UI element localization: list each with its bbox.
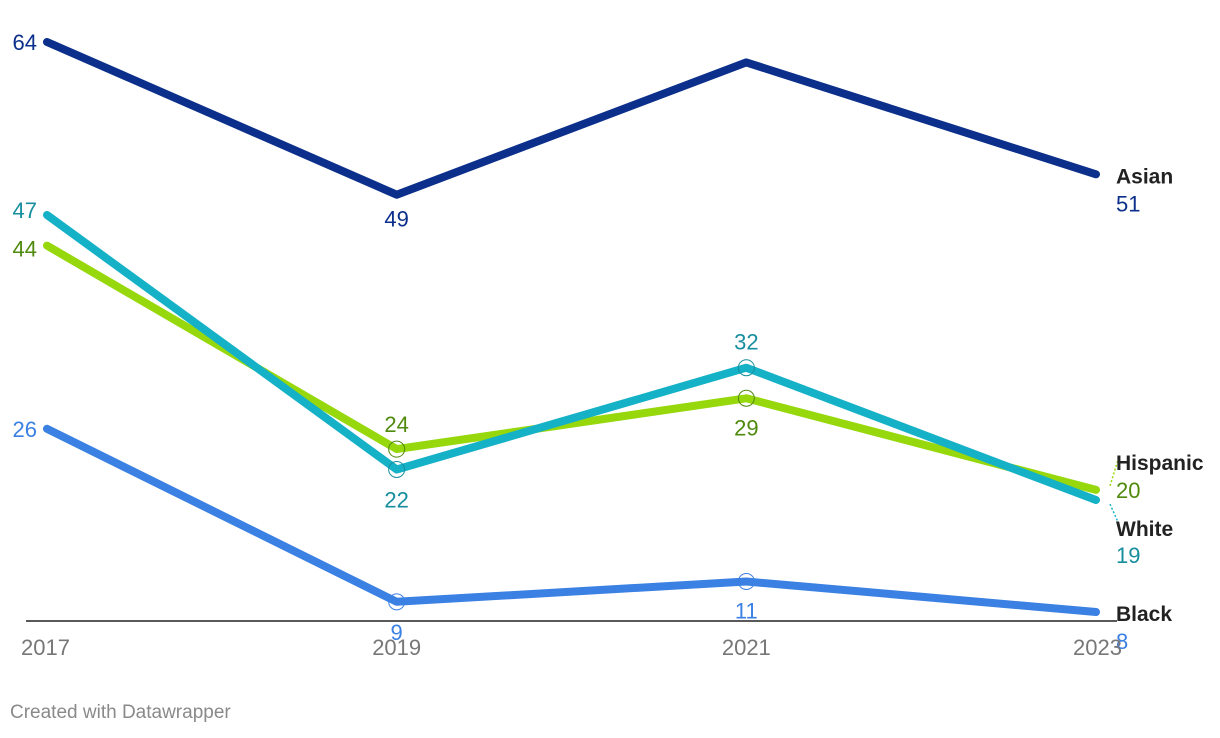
value-label-black-2021: 11 bbox=[735, 598, 758, 623]
value-label-white-2023: 19 bbox=[1116, 543, 1140, 568]
credit-text: Created with Datawrapper bbox=[10, 702, 231, 723]
value-label-hispanic-2017: 44 bbox=[13, 237, 37, 262]
value-label-hispanic-2021: 29 bbox=[734, 415, 758, 440]
point-marker-black-2019 bbox=[388, 593, 406, 611]
label-leader-lines bbox=[1109, 459, 1119, 523]
point-marker-white-2021 bbox=[737, 359, 755, 377]
value-label-white-2021: 32 bbox=[734, 330, 758, 355]
series-line-asian bbox=[43, 38, 1100, 199]
x-tick-2023: 2023 bbox=[1073, 635, 1122, 660]
value-label-asian-2023: 51 bbox=[1116, 191, 1140, 216]
x-tick-2021: 2021 bbox=[722, 635, 771, 660]
point-marker-hispanic-2021 bbox=[737, 389, 755, 407]
series-name-black: Black bbox=[1116, 603, 1172, 626]
value-label-asian-2017: 64 bbox=[13, 30, 37, 55]
leader-line-white bbox=[1109, 503, 1119, 523]
series-name-asian: Asian bbox=[1116, 165, 1173, 188]
series-line-hispanic bbox=[43, 241, 1100, 494]
series-line-black bbox=[43, 424, 1100, 616]
point-marker-hispanic-2019 bbox=[388, 440, 406, 458]
series-line-white bbox=[43, 211, 1100, 504]
series-name-white: White bbox=[1116, 518, 1173, 541]
value-label-black-2023: 8 bbox=[1116, 629, 1128, 654]
value-labels: 64 49 51 47 22 32 19 44 24 29 20 26 9 11 8 bbox=[13, 30, 1141, 654]
point-marker-black-2021 bbox=[737, 572, 755, 590]
series-name-hispanic: Hispanic bbox=[1116, 452, 1204, 475]
x-tick-2019: 2019 bbox=[372, 635, 421, 660]
value-label-white-2019: 22 bbox=[384, 488, 408, 513]
point-markers bbox=[388, 359, 755, 611]
x-axis-ticks: 2017 2019 2021 2023 bbox=[21, 635, 1122, 660]
series-lines bbox=[43, 38, 1100, 616]
leader-line-hispanic bbox=[1109, 459, 1119, 487]
value-label-black-2019: 9 bbox=[391, 620, 403, 645]
value-label-hispanic-2023: 20 bbox=[1116, 478, 1140, 503]
value-label-black-2017: 26 bbox=[13, 417, 37, 442]
x-tick-2017: 2017 bbox=[21, 635, 70, 660]
value-label-white-2017: 47 bbox=[13, 198, 37, 223]
value-label-hispanic-2019: 24 bbox=[384, 412, 408, 437]
point-marker-white-2019 bbox=[388, 461, 406, 478]
value-label-asian-2019: 49 bbox=[384, 207, 408, 232]
series-name-labels: Asian White Hispanic Black bbox=[1116, 165, 1204, 626]
